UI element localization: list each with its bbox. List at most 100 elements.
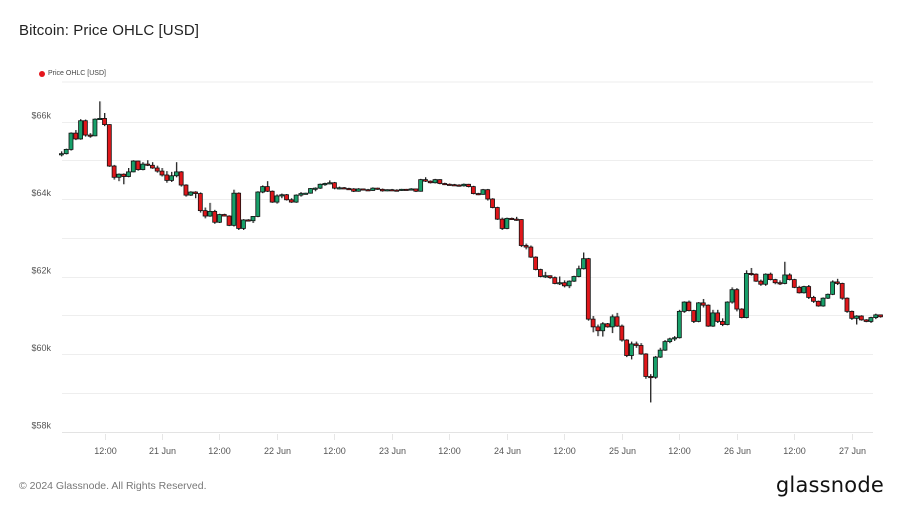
candle-down xyxy=(221,213,227,217)
candle-down xyxy=(590,316,596,333)
candle-down xyxy=(791,278,797,289)
x-tick-label: 12:00 xyxy=(553,446,576,456)
candle-down xyxy=(523,243,529,250)
candle-up xyxy=(97,101,103,121)
candle-down xyxy=(533,256,539,271)
y-tick-label: $66k xyxy=(31,111,51,121)
chart-title: Bitcoin: Price OHLC [USD] xyxy=(19,22,200,39)
candle-down xyxy=(643,353,649,379)
candle-down xyxy=(767,272,773,281)
candle-down xyxy=(375,187,380,190)
candle-down xyxy=(284,193,289,201)
candle-up xyxy=(432,178,438,184)
x-tick-label: 26 Jun xyxy=(724,446,751,456)
candle-up xyxy=(576,265,582,278)
candle-down xyxy=(585,257,591,321)
candle-up xyxy=(384,189,390,192)
candle-up xyxy=(782,261,788,285)
candle-down xyxy=(212,209,218,224)
candle-down xyxy=(446,183,452,186)
candle-down xyxy=(758,279,764,286)
candle-down xyxy=(159,168,165,177)
candle-down xyxy=(614,312,620,327)
candle-down xyxy=(700,298,706,308)
candle-down xyxy=(135,160,141,171)
candle-up xyxy=(681,301,687,313)
candle-up xyxy=(312,187,318,192)
candle-up xyxy=(293,194,299,203)
x-tick-label: 24 Jun xyxy=(494,446,521,456)
candle-up xyxy=(140,162,146,171)
candle-up xyxy=(327,180,333,185)
candle-up xyxy=(68,132,74,151)
candle-down xyxy=(423,177,428,182)
candle-up xyxy=(629,341,634,360)
candle-down xyxy=(811,295,816,303)
candle-down xyxy=(87,133,93,138)
candle-down xyxy=(102,112,107,127)
candle-down xyxy=(691,309,697,323)
candle-down xyxy=(648,374,653,403)
glassnode-logo[interactable]: glassnode xyxy=(775,473,884,497)
candle-down xyxy=(456,184,462,187)
candle-down xyxy=(346,187,352,191)
candle-down xyxy=(73,130,79,141)
x-tick-label: 23 Jun xyxy=(379,446,406,456)
candle-down xyxy=(288,198,294,203)
candle-down xyxy=(111,164,117,180)
candle-down xyxy=(490,198,495,209)
candle-up xyxy=(336,186,342,190)
candle-down xyxy=(245,219,251,222)
candle-down xyxy=(748,267,754,276)
candle-up xyxy=(662,340,668,351)
candle-down xyxy=(379,188,385,192)
y-tick-label: $58k xyxy=(31,421,51,431)
candle-down xyxy=(470,185,476,195)
candle-down xyxy=(145,160,151,167)
candle-up xyxy=(92,118,98,137)
candle-up xyxy=(279,193,285,199)
candles xyxy=(59,101,883,403)
candle-down xyxy=(605,323,610,328)
candle-down xyxy=(475,192,481,196)
copyright-text: © 2024 Glassnode. All Rights Reserved. xyxy=(19,480,207,492)
candle-up xyxy=(241,219,246,230)
candle-up xyxy=(217,213,222,224)
candle-down xyxy=(777,280,783,286)
candle-up xyxy=(581,252,586,270)
x-tick-label: 12:00 xyxy=(783,446,806,456)
candle-down xyxy=(739,308,744,319)
candle-up xyxy=(418,178,424,192)
candle-up xyxy=(820,297,826,307)
candle-down xyxy=(499,217,505,230)
candle-down xyxy=(494,206,500,220)
candle-up xyxy=(260,185,265,194)
candle-down xyxy=(878,314,883,318)
x-axis: 12:00 21 Jun 12:00 22 Jun 12:00 23 Jun 12:00 24… xyxy=(94,434,866,456)
candle-down xyxy=(715,309,721,323)
candle-up xyxy=(188,191,194,196)
candle-up xyxy=(571,275,577,282)
candle-down xyxy=(183,184,189,197)
candle-up xyxy=(250,216,256,224)
candle-down xyxy=(150,162,155,169)
legend[interactable]: Price OHLC [USD] xyxy=(39,70,106,77)
candle-down xyxy=(121,173,127,185)
candle-up xyxy=(63,148,69,155)
candle-up xyxy=(78,119,83,140)
candle-down xyxy=(509,217,515,220)
x-tick-label: 25 Jun xyxy=(609,446,636,456)
candle-down xyxy=(269,190,275,203)
candle-down xyxy=(164,171,170,183)
candle-down xyxy=(705,304,711,327)
candle-up xyxy=(173,162,179,178)
candle-up xyxy=(566,280,572,289)
y-tick-label: $60k xyxy=(31,343,51,353)
x-tick-label: 12:00 xyxy=(94,446,117,456)
candle-down xyxy=(720,318,725,327)
legend-label: Price OHLC [USD] xyxy=(48,70,106,77)
candle-up xyxy=(408,188,414,191)
candle-down xyxy=(389,188,395,192)
candle-up xyxy=(873,313,879,320)
